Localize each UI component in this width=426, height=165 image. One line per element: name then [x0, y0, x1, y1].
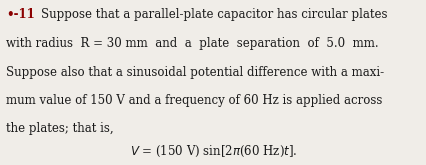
- Text: mum value of 150 V and a frequency of 60 Hz is applied across: mum value of 150 V and a frequency of 60…: [6, 94, 382, 107]
- Text: •‑11: •‑11: [6, 8, 35, 21]
- Text: $V$ = (150 V) sin[2$\pi$(60 Hz)$t$].: $V$ = (150 V) sin[2$\pi$(60 Hz)$t$].: [130, 144, 296, 159]
- Text: with radius  R = 30 mm  and  a  plate  separation  of  5.0  mm.: with radius R = 30 mm and a plate separa…: [6, 37, 378, 50]
- Text: Suppose that a parallel-plate capacitor has circular plates: Suppose that a parallel-plate capacitor …: [40, 8, 386, 21]
- Text: Suppose also that a sinusoidal potential difference with a maxi-: Suppose also that a sinusoidal potential…: [6, 66, 384, 79]
- Text: the plates; that is,: the plates; that is,: [6, 122, 114, 135]
